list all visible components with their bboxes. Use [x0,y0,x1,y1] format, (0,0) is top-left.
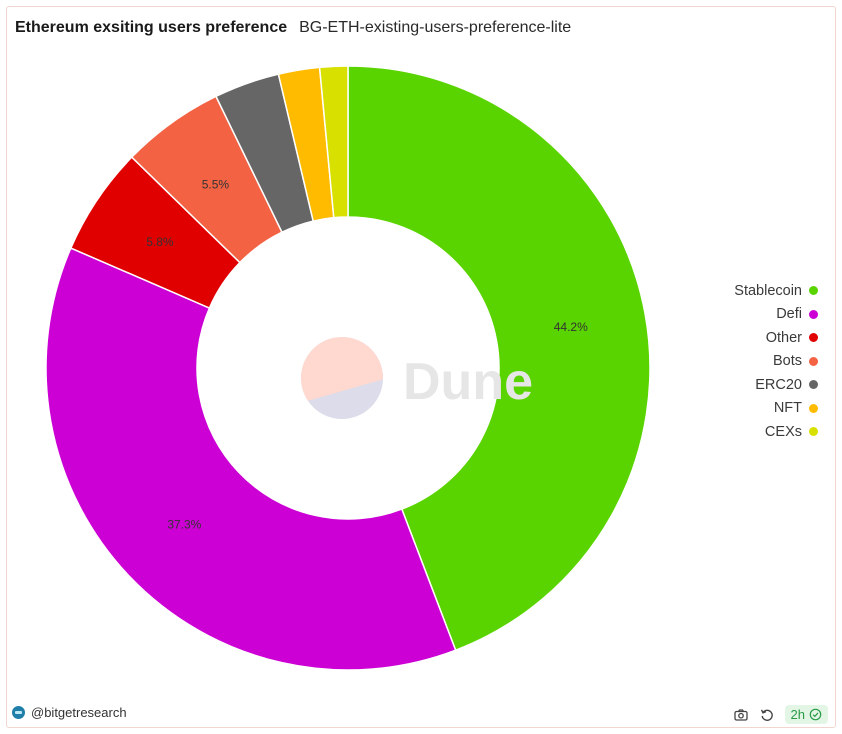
legend-item-nft[interactable]: NFT [774,399,818,419]
slice-defi[interactable] [45,247,457,671]
author-handle[interactable]: @bitgetresearch [31,705,127,720]
refresh-age: 2h [790,707,805,722]
legend-swatch [809,380,818,390]
legend-label: ERC20 [755,376,802,393]
legend-swatch [809,333,818,343]
legend-swatch [809,286,818,296]
query-name[interactable]: BG-ETH-existing-users-preference-lite [299,19,572,36]
dune-logo-icon [301,337,383,419]
chart-actions: 2h [733,705,828,724]
legend-label: CEXs [764,423,802,440]
legend-swatch [809,356,818,366]
legend-item-erc20[interactable]: ERC20 [755,375,818,395]
refresh-icon[interactable] [759,707,775,723]
legend-label: Bots [772,353,802,370]
legend-label: Other [765,329,802,346]
chart-legend: Stablecoin Defi Other Bots ERC20 NFT CEXs [734,281,818,442]
slice-cexs[interactable] [318,65,349,219]
legend-swatch [809,403,818,413]
camera-icon[interactable] [733,707,749,723]
legend-label: Stablecoin [734,282,802,299]
chart-title: Ethereum exsiting users preference [15,19,288,36]
slice-label-defi: 37.3% [167,518,201,532]
watermark-text: Dune [403,353,533,411]
dune-watermark: Dune [301,337,533,419]
legend-swatch [809,309,818,319]
legend-item-defi[interactable]: Defi [776,305,818,325]
chart-header: Ethereum exsiting users preference BG-ET… [15,19,571,37]
legend-item-bots[interactable]: Bots [773,352,818,372]
legend-label: NFT [773,400,802,417]
legend-item-stablecoin[interactable]: Stablecoin [734,281,818,301]
refresh-status-badge[interactable]: 2h [784,705,828,724]
slice-stablecoin[interactable] [347,65,651,652]
legend-label: Defi [776,306,802,323]
legend-item-other[interactable]: Other [766,328,818,348]
legend-swatch [809,427,818,437]
slice-label-stablecoin: 44.2% [554,320,588,334]
author-credit[interactable]: @bitgetresearch [12,705,127,720]
author-avatar-icon [12,706,25,719]
slice-label-other: 5.8% [146,235,174,249]
slice-label-bots: 5.5% [202,177,230,191]
legend-item-cexs[interactable]: CEXs [765,422,818,442]
check-circle-icon [809,708,822,721]
